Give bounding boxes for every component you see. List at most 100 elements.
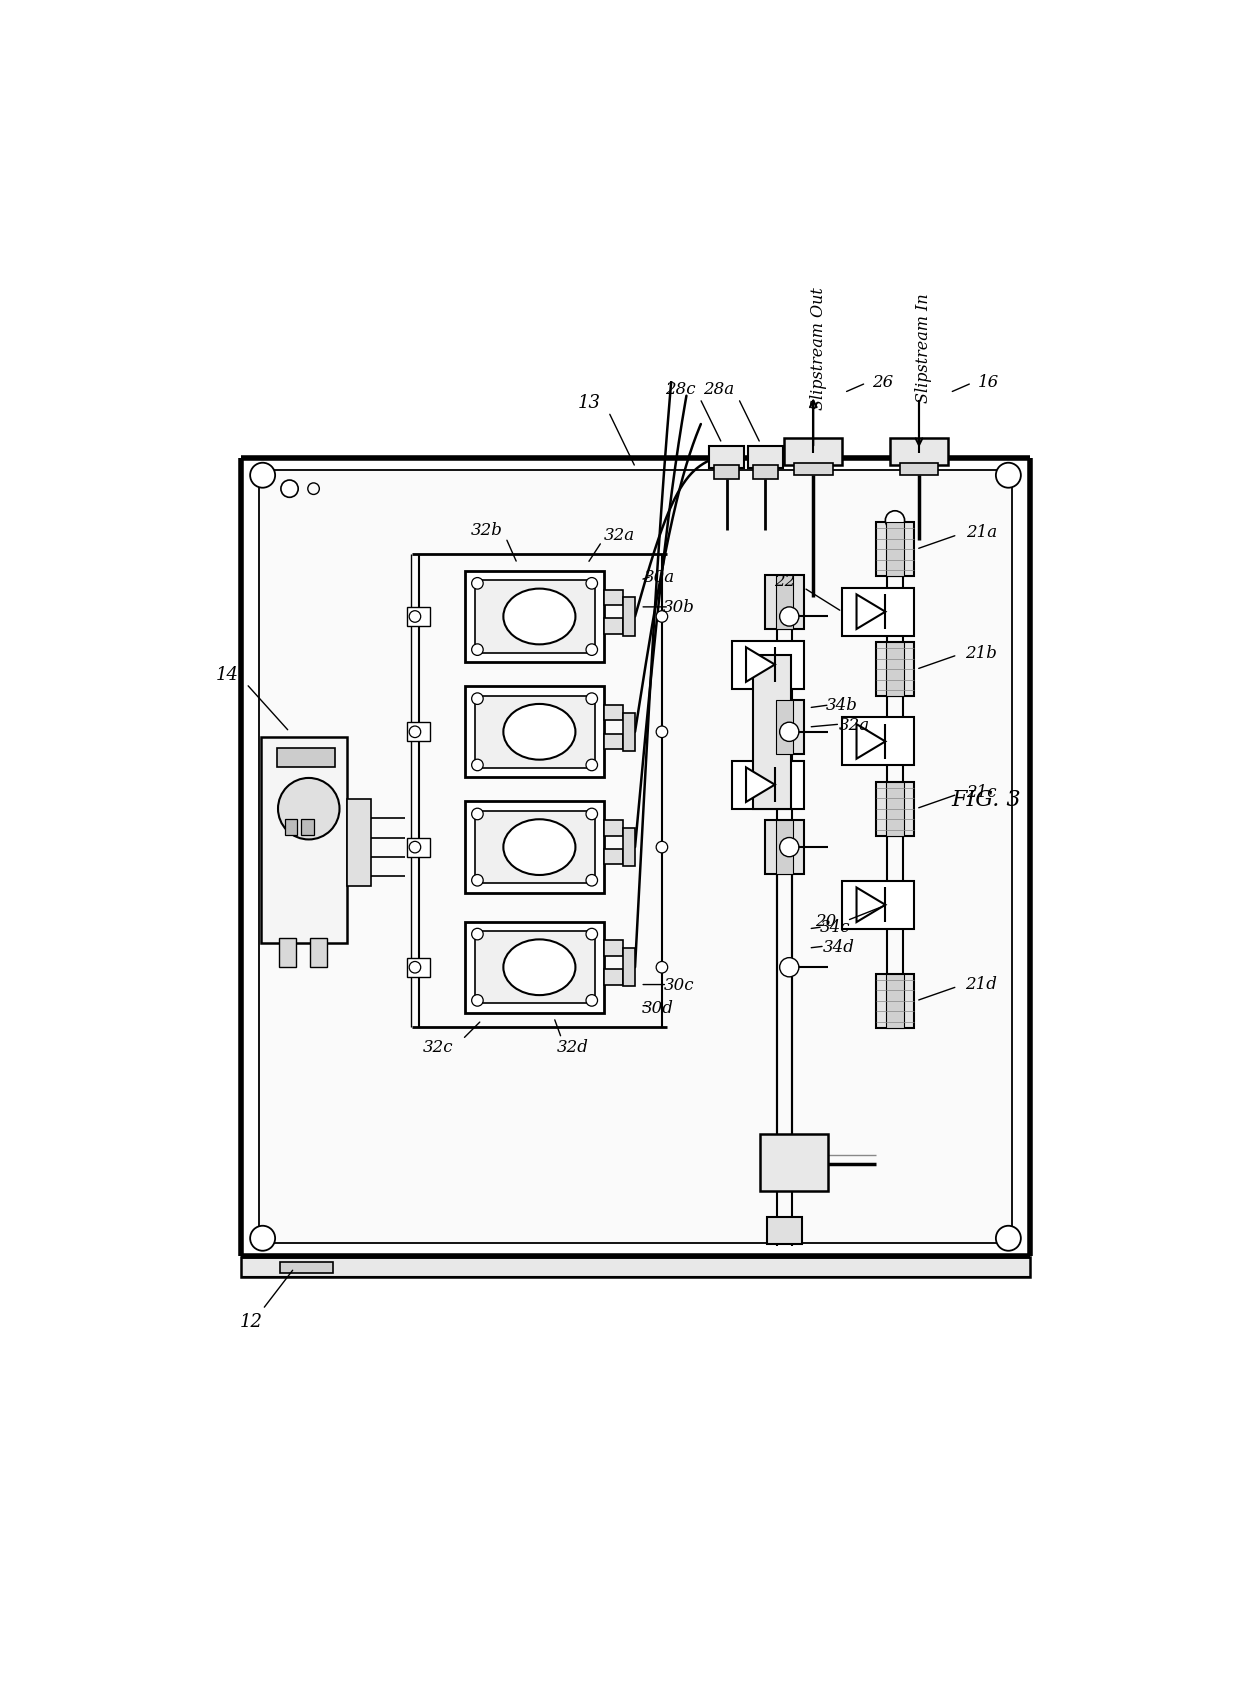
Circle shape: [780, 722, 799, 743]
Circle shape: [471, 929, 484, 941]
Text: 16: 16: [977, 374, 998, 391]
Bar: [890, 439, 947, 466]
Bar: [604, 850, 624, 865]
Bar: [887, 644, 904, 696]
Bar: [768, 1217, 802, 1244]
Circle shape: [250, 1226, 275, 1251]
Circle shape: [656, 963, 667, 973]
Text: 12: 12: [239, 1313, 263, 1330]
Bar: [604, 821, 624, 836]
Text: 21a: 21a: [966, 524, 997, 541]
Circle shape: [587, 809, 598, 821]
Bar: [887, 975, 904, 1028]
Bar: [732, 642, 804, 690]
Bar: [760, 1133, 828, 1191]
Circle shape: [656, 842, 667, 854]
Bar: [465, 686, 604, 778]
Circle shape: [278, 778, 340, 840]
Bar: [465, 922, 604, 1014]
Bar: [604, 620, 624, 635]
Polygon shape: [857, 596, 885, 630]
Circle shape: [587, 760, 598, 772]
Text: 21b: 21b: [966, 644, 997, 661]
Circle shape: [656, 611, 667, 623]
Circle shape: [587, 876, 598, 886]
Bar: [604, 734, 624, 749]
Circle shape: [409, 611, 420, 623]
Bar: [624, 597, 635, 637]
Bar: [285, 819, 298, 835]
Polygon shape: [746, 768, 775, 802]
Polygon shape: [746, 649, 775, 683]
Circle shape: [656, 727, 667, 737]
Bar: [260, 737, 347, 944]
Circle shape: [996, 464, 1021, 488]
Text: 28a: 28a: [703, 381, 734, 398]
Text: 13: 13: [578, 394, 601, 411]
Text: 30b: 30b: [663, 599, 694, 616]
Text: 34b: 34b: [826, 696, 858, 714]
Bar: [714, 466, 739, 480]
Circle shape: [409, 963, 420, 973]
Circle shape: [471, 876, 484, 886]
Circle shape: [587, 693, 598, 705]
Bar: [301, 819, 314, 835]
Polygon shape: [857, 725, 885, 760]
Text: 14: 14: [216, 666, 238, 685]
Bar: [875, 522, 914, 577]
Text: 22: 22: [774, 574, 795, 591]
Bar: [475, 811, 595, 884]
Bar: [776, 700, 794, 754]
Circle shape: [409, 842, 420, 854]
Circle shape: [409, 727, 420, 737]
Ellipse shape: [503, 941, 575, 995]
Bar: [794, 464, 832, 476]
Bar: [475, 580, 595, 654]
Bar: [875, 782, 914, 836]
Bar: [465, 572, 604, 662]
Text: 34c: 34c: [820, 918, 851, 935]
Ellipse shape: [503, 705, 575, 760]
Circle shape: [471, 693, 484, 705]
Bar: [475, 696, 595, 768]
Bar: [279, 939, 296, 968]
Text: 20: 20: [815, 913, 837, 930]
Circle shape: [587, 929, 598, 941]
Bar: [875, 975, 914, 1028]
Circle shape: [587, 579, 598, 589]
Bar: [242, 1258, 1029, 1277]
Bar: [753, 466, 777, 480]
Polygon shape: [857, 888, 885, 922]
Bar: [748, 447, 782, 468]
Bar: [310, 939, 327, 968]
Text: 26: 26: [872, 374, 893, 391]
Bar: [842, 589, 914, 637]
Text: 32d: 32d: [557, 1038, 589, 1055]
Text: 32a: 32a: [604, 527, 635, 545]
Bar: [407, 608, 430, 626]
Circle shape: [250, 464, 275, 488]
Bar: [604, 705, 624, 720]
Bar: [604, 941, 624, 956]
Circle shape: [780, 958, 799, 978]
Text: 30c: 30c: [663, 976, 694, 993]
Bar: [624, 949, 635, 987]
Circle shape: [471, 995, 484, 1007]
Bar: [765, 821, 804, 874]
Bar: [277, 749, 335, 768]
Bar: [842, 719, 914, 766]
Bar: [900, 464, 939, 476]
Circle shape: [780, 838, 799, 857]
Bar: [842, 881, 914, 929]
Circle shape: [996, 1226, 1021, 1251]
Text: 34d: 34d: [823, 939, 856, 954]
Bar: [765, 575, 804, 630]
Bar: [280, 1263, 332, 1273]
Circle shape: [885, 512, 905, 531]
Bar: [407, 838, 430, 857]
Ellipse shape: [503, 589, 575, 645]
Text: Slipstream Out: Slipstream Out: [810, 287, 827, 410]
Bar: [604, 970, 624, 985]
Text: 21d: 21d: [966, 975, 997, 992]
Bar: [259, 471, 1012, 1244]
